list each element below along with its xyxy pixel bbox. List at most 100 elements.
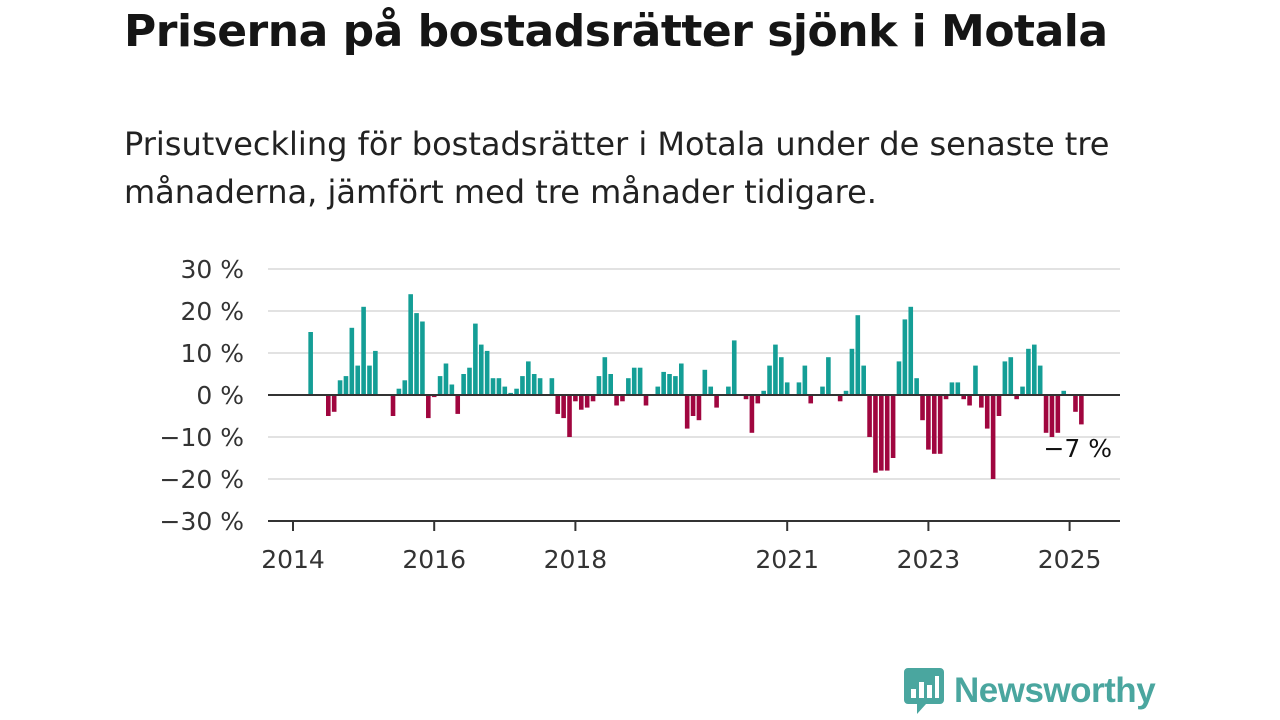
- bar-2015-01: [361, 306, 366, 395]
- bar-2021-11: [843, 390, 849, 395]
- bar-2017-10: [555, 395, 561, 414]
- y-tick-label: −10 %: [160, 423, 244, 452]
- bar-2014-11: [349, 327, 355, 395]
- bar-2024-03: [1008, 357, 1014, 395]
- bar-2017-11: [561, 395, 566, 419]
- bar-2023-02: [931, 395, 937, 454]
- bar-2021-01: [784, 382, 790, 395]
- bar-2024-11: [1055, 395, 1061, 433]
- bar-2019-12: [708, 386, 714, 395]
- bar-2017-01: [502, 386, 508, 395]
- bar-2022-04: [873, 395, 878, 473]
- x-tick-label: 2014: [261, 545, 325, 574]
- bar-2023-04: [943, 395, 949, 400]
- bar-2024-08: [1037, 365, 1043, 395]
- bar-2016-09: [478, 344, 484, 395]
- latest-value-label: −7 %: [1043, 434, 1112, 463]
- y-axis-labels: 30 % 20 % 10 % 0 % −10 % −20 % −30 %: [160, 255, 244, 536]
- bar-2024-07: [1032, 344, 1037, 395]
- bar-2014-12: [355, 365, 361, 395]
- bar-2018-05: [596, 376, 602, 395]
- bar-2015-08: [402, 380, 408, 395]
- bar-2016-11: [490, 378, 496, 395]
- bar-2021-07: [820, 386, 825, 395]
- bar-2022-09: [902, 319, 908, 395]
- bar-2020-08: [755, 395, 761, 404]
- bar-2016-02: [437, 376, 443, 395]
- bar-2023-12: [990, 395, 996, 479]
- bars: [308, 294, 1084, 479]
- bar-2015-07: [396, 388, 402, 395]
- x-tick-label: 2021: [755, 545, 819, 574]
- newsworthy-logo: Newsworthy: [904, 668, 1156, 714]
- bar-2024-12: [1061, 390, 1067, 395]
- bar-2024-06: [1026, 348, 1031, 395]
- bar-2022-02: [861, 365, 866, 395]
- bar-2023-11: [984, 395, 990, 429]
- bar-2022-08: [896, 361, 902, 395]
- bar-2018-04: [590, 395, 596, 402]
- bar-2014-09: [337, 380, 343, 395]
- bar-2021-12: [849, 348, 855, 395]
- bar-2021-10: [837, 395, 843, 402]
- bar-2014-04: [308, 332, 313, 395]
- bar-2016-08: [473, 323, 478, 395]
- bar-2023-03: [937, 395, 943, 454]
- bar-2016-06: [461, 374, 466, 395]
- bar-2024-04: [1014, 395, 1019, 400]
- bar-2019-04: [661, 371, 666, 395]
- bar-2021-05: [808, 395, 814, 404]
- bar-2017-03: [514, 388, 519, 395]
- bar-2020-09: [761, 390, 766, 395]
- bar-2023-10: [979, 395, 984, 408]
- x-tick-label: 2016: [402, 545, 466, 574]
- bar-2019-05: [667, 374, 672, 395]
- bar-2017-05: [526, 361, 531, 395]
- newsworthy-logo-text: Newsworthy: [954, 671, 1156, 710]
- bar-2023-05: [949, 382, 955, 395]
- bar-2022-03: [867, 395, 872, 437]
- bar-2019-11: [702, 369, 708, 395]
- y-tick-label: 10 %: [180, 339, 244, 368]
- newsworthy-chart-bubble-icon: [904, 668, 944, 714]
- x-axis: [268, 394, 1120, 522]
- bar-2018-11: [631, 367, 637, 395]
- bar-chart: 30 %20 %10 %0 %−10 %−20 %−30 % 2014 2016 2…: [160, 255, 1120, 574]
- bar-2020-06: [743, 395, 749, 400]
- x-tick-label: 2018: [544, 545, 608, 574]
- bar-2014-07: [326, 395, 331, 416]
- x-tick-label: 2023: [897, 545, 961, 574]
- x-axis-labels: 2014 2016 2018 2021 2023 2025: [261, 521, 1101, 574]
- bar-2014-10: [343, 376, 349, 395]
- bar-2016-04: [449, 384, 455, 395]
- bar-2019-03: [655, 386, 661, 395]
- bar-2017-12: [567, 395, 572, 437]
- y-tick-label: 30 %: [180, 255, 244, 284]
- bar-2024-10: [1049, 395, 1055, 437]
- bar-2016-03: [443, 363, 449, 395]
- bar-2021-08: [826, 357, 831, 395]
- bar-2019-09: [690, 395, 696, 416]
- bar-2015-09: [408, 294, 413, 395]
- bar-2017-04: [520, 376, 525, 395]
- bar-2017-06: [531, 374, 537, 395]
- bar-2020-04: [731, 340, 737, 395]
- bar-2019-08: [684, 395, 690, 429]
- bar-2022-10: [908, 306, 914, 395]
- bar-2020-01: [714, 395, 719, 408]
- bar-2015-06: [390, 395, 396, 416]
- bar-2015-11: [420, 321, 425, 395]
- bar-2021-04: [802, 365, 808, 395]
- bar-2015-10: [414, 313, 419, 395]
- y-tick-label: −30 %: [160, 507, 244, 536]
- bar-2017-09: [549, 378, 555, 395]
- bar-2023-06: [955, 382, 961, 395]
- bar-2022-01: [855, 315, 861, 395]
- bar-2022-12: [920, 395, 925, 421]
- bar-2019-07: [679, 363, 684, 395]
- x-tick-label: 2025: [1038, 545, 1102, 574]
- bar-2022-06: [884, 395, 890, 471]
- bar-2015-02: [367, 365, 372, 395]
- bar-2018-07: [608, 374, 613, 395]
- bar-2020-11: [773, 344, 778, 395]
